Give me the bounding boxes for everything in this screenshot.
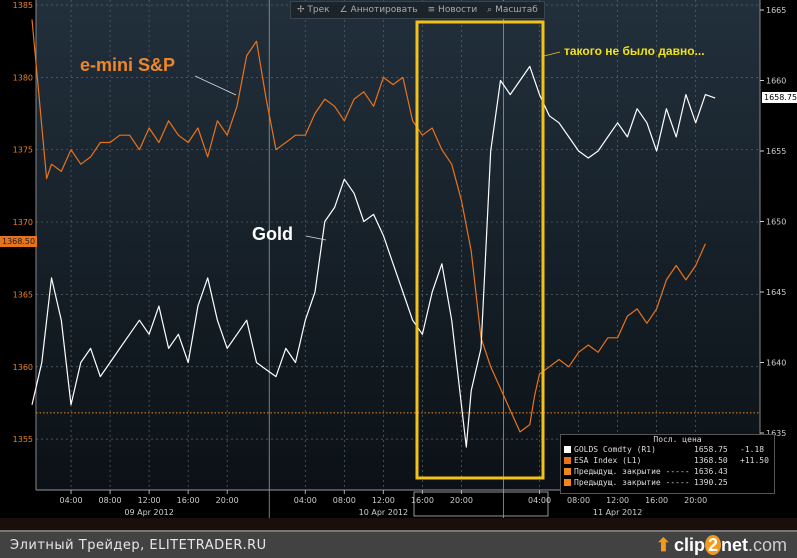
legend-row: GOLDS Comdty (R1) 1658.75 -1.18 xyxy=(561,444,774,455)
x-tick-label: 20:00 xyxy=(216,496,239,505)
right-axis-label: 1635 xyxy=(766,429,786,438)
legend-header: Посл. цена xyxy=(653,435,702,444)
legend-swatch xyxy=(564,446,571,453)
left-axis-label: 1365 xyxy=(13,290,33,299)
legend-swatch xyxy=(564,457,571,464)
toolbar-label: Масштаб xyxy=(495,5,538,15)
sp-series-line xyxy=(31,19,706,433)
x-tick-label: 08:00 xyxy=(567,496,590,505)
legend: Посл. цена GOLDS Comdty (R1) 1658.75 -1.18… xyxy=(560,434,775,494)
legend-row: Предыдущ. закрытие ----- 1636.43 xyxy=(561,466,774,477)
legend-swatch xyxy=(564,468,571,475)
toolbar-zoom-button[interactable]: ⌕ Масштаб xyxy=(487,5,538,15)
left-axis-label: 1370 xyxy=(13,218,33,227)
annotation-gold: Gold xyxy=(252,224,293,244)
x-tick-label: 08:00 xyxy=(333,496,356,505)
logo-part: 2 xyxy=(704,535,721,555)
left-axis-label: 1375 xyxy=(13,146,33,155)
left-axis-label: 1360 xyxy=(13,363,33,372)
chart-toolbar: ✢ Трек ∠ Аннотировать ≡ Новости ⌕ Масшта… xyxy=(290,1,545,19)
annotation-leader-note xyxy=(543,51,561,57)
right-axis-label: 1650 xyxy=(766,218,786,227)
upload-arrow-icon: ⬆ xyxy=(655,535,671,555)
blurred-strip xyxy=(0,518,797,530)
left-axis-label: 1385 xyxy=(13,1,33,10)
legend-value: 1368.50 xyxy=(694,456,728,465)
left-axis-label: 1380 xyxy=(13,73,33,82)
x-tick-label: 08:00 xyxy=(99,496,122,505)
toolbar-label: Аннотировать xyxy=(350,5,418,15)
logo-part: clip xyxy=(673,535,705,555)
annotation-sp: e-mini S&P xyxy=(80,55,176,75)
legend-value: 1636.43 xyxy=(694,467,728,476)
x-date-label: 09 Apr 2012 xyxy=(124,508,173,517)
x-tick-label: 12:00 xyxy=(138,496,161,505)
legend-value: 1390.25 xyxy=(694,478,728,487)
right-axis-label: 1640 xyxy=(766,359,786,368)
toolbar-label: Трек xyxy=(307,5,330,15)
x-tick-label: 12:00 xyxy=(372,496,395,505)
right-axis-label: 1665 xyxy=(766,6,786,15)
toolbar-track-button[interactable]: ✢ Трек xyxy=(297,5,330,15)
legend-name: ESA Index (L1) xyxy=(574,456,642,465)
x-tick-label: 16:00 xyxy=(177,496,200,505)
x-date-label: 11 Apr 2012 xyxy=(593,508,642,517)
toolbar-annotate-button[interactable]: ∠ Аннотировать xyxy=(339,5,418,15)
legend-row: Предыдущ. закрытие ----- 1390.25 xyxy=(561,477,774,488)
price-tag-left: 1368.50 xyxy=(0,236,38,247)
x-tick-label: 16:00 xyxy=(411,496,434,505)
x-tick-label: 04:00 xyxy=(528,496,551,505)
legend-name: Предыдущ. закрытие ----- xyxy=(574,467,690,476)
toolbar-label: Новости xyxy=(438,5,478,15)
legend-name: Предыдущ. закрытие ----- xyxy=(574,478,690,487)
price-chart: 04:00 08:00 12:00 16:00 20:00 04:00 08:00 12:00… xyxy=(0,0,797,530)
footer-source: Элитный Трейдер, ELITETRADER.RU xyxy=(10,538,267,553)
left-axis-label: 1355 xyxy=(13,435,33,444)
legend-swatch xyxy=(564,479,571,486)
logo-part: net xyxy=(720,535,748,555)
legend-name: GOLDS Comdty (R1) xyxy=(574,445,656,454)
right-axis-label: 1655 xyxy=(766,147,786,156)
gold-series-line xyxy=(31,65,716,448)
x-tick-label: 20:00 xyxy=(684,496,707,505)
footer-bar: Элитный Трейдер, ELITETRADER.RU ⬆ clip 2 ne… xyxy=(0,530,797,558)
crosshair-box xyxy=(413,491,549,517)
x-tick-label: 12:00 xyxy=(606,496,629,505)
x-date-label: 10 Apr 2012 xyxy=(359,508,408,517)
price-tag-right: 1658.75 xyxy=(762,92,797,103)
legend-change: -1.18 xyxy=(740,445,765,454)
legend-change: +11.50 xyxy=(740,456,769,465)
legend-row: ESA Index (L1) 1368.50 +11.50 xyxy=(561,455,774,466)
logo-part: .com xyxy=(747,535,787,555)
right-axis-label: 1645 xyxy=(766,288,786,297)
highlight-box xyxy=(415,20,545,480)
clip2net-logo: ⬆ clip 2 net.com xyxy=(656,535,787,556)
x-tick-label: 04:00 xyxy=(60,496,83,505)
toolbar-news-button[interactable]: ≡ Новости xyxy=(427,5,478,15)
x-tick-label: 16:00 xyxy=(645,496,668,505)
legend-value: 1658.75 xyxy=(694,445,728,454)
x-tick-label: 20:00 xyxy=(450,496,473,505)
x-tick-label: 04:00 xyxy=(294,496,317,505)
annotation-leader-gold xyxy=(305,235,327,241)
annotation-note: такого не было давно... xyxy=(564,44,705,58)
annotation-leader-sp xyxy=(194,75,237,96)
right-axis-label: 1660 xyxy=(766,77,786,86)
